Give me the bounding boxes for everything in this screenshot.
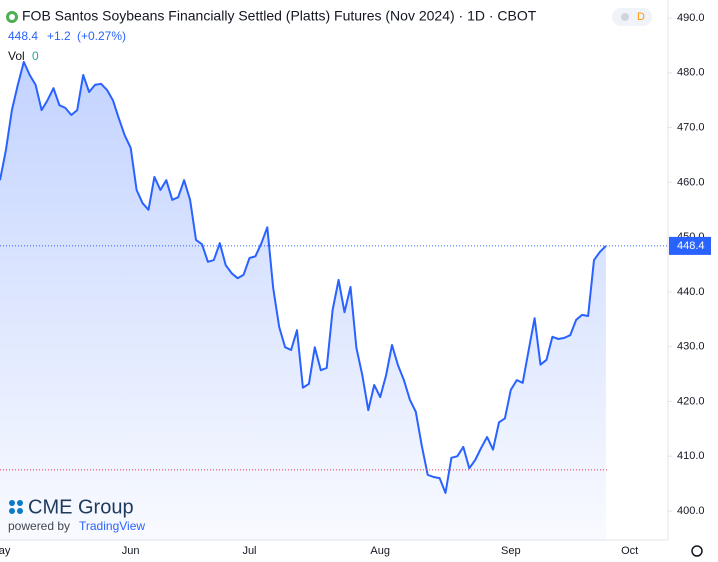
status-pill[interactable] xyxy=(612,8,652,26)
change: +1.2 xyxy=(47,29,71,43)
change-pct: (+0.27%) xyxy=(77,29,126,43)
volume: 0 xyxy=(32,49,39,63)
y-tick-label: 470.0 xyxy=(677,122,705,134)
area xyxy=(0,61,606,541)
brand: CME Group xyxy=(28,496,134,518)
y-tick-label: 410.0 xyxy=(677,450,705,462)
y-tick-label: 400.0 xyxy=(677,505,705,517)
line xyxy=(0,60,607,494)
x-tick-label: Oct xyxy=(621,545,638,557)
y-tick-label: 430.0 xyxy=(677,341,705,353)
settings-icon[interactable] xyxy=(691,545,703,557)
chart-title: FOB Santos Soybeans Financially Settled … xyxy=(22,8,537,24)
x-tick-label: Jun xyxy=(122,545,140,557)
last-price-label: 448.4 xyxy=(677,240,705,252)
x-tick-label: May xyxy=(0,545,11,557)
x-tick-label: Aug xyxy=(370,545,390,557)
platform[interactable]: TradingView xyxy=(79,519,145,533)
x-tick-label: Sep xyxy=(501,545,521,557)
symbol-icon-inner xyxy=(9,14,15,20)
interval-badge: D xyxy=(637,11,645,23)
y-tick-label: 460.0 xyxy=(677,176,705,188)
powered-by: powered by xyxy=(8,519,70,533)
plot-area xyxy=(0,60,668,541)
status-dot xyxy=(621,13,629,21)
last-price-box xyxy=(669,236,711,255)
y-tick-label: 490.0 xyxy=(677,12,705,24)
brand-logo xyxy=(9,500,23,514)
y-tick-label: 420.0 xyxy=(677,395,705,407)
y-tick-label: 480.0 xyxy=(677,67,705,79)
volume-label: Vol xyxy=(8,49,25,63)
y-tick-label: 440.0 xyxy=(677,286,705,298)
last-price: 448.4 xyxy=(8,29,38,43)
x-tick-label: Jul xyxy=(242,545,256,557)
